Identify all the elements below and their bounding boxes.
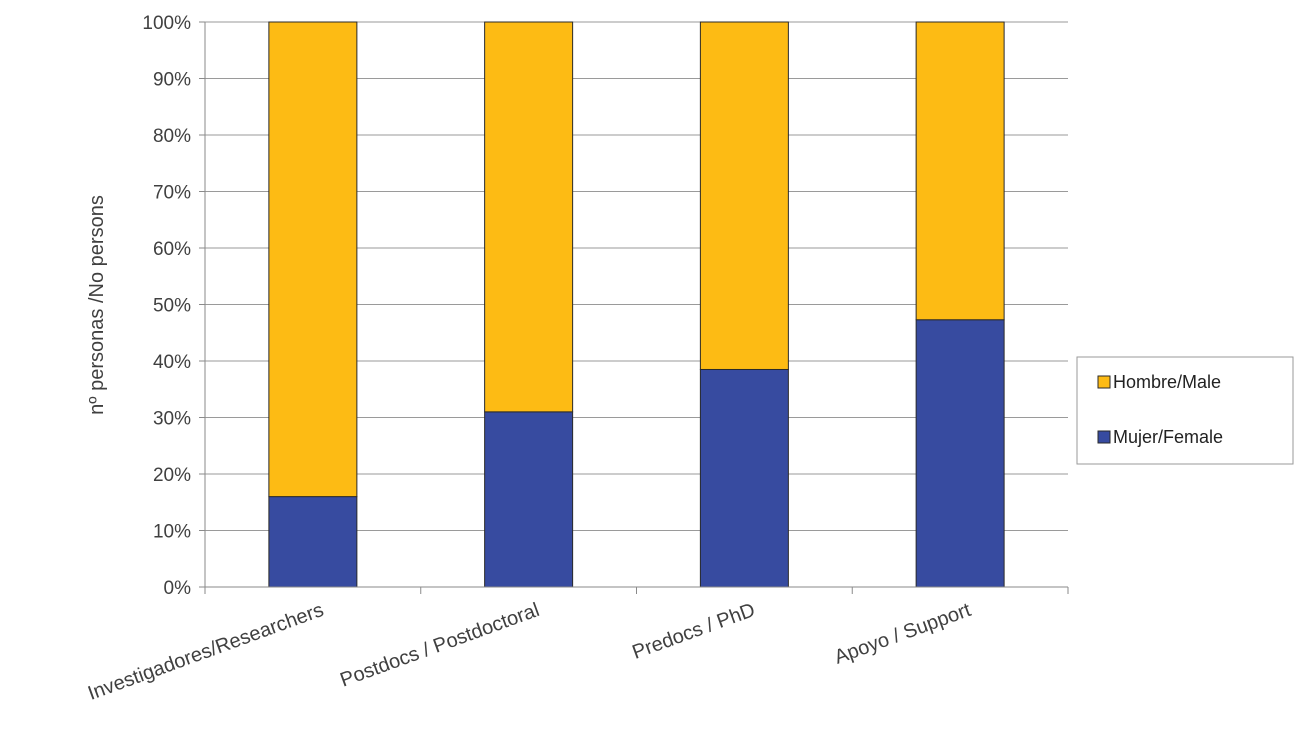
- legend: Hombre/Male Mujer/Female: [1076, 356, 1294, 465]
- legend-label: Mujer/Female: [1113, 427, 1223, 447]
- bar-mujer-female: [484, 411, 574, 588]
- y-tick-label: 40%: [153, 352, 191, 373]
- legend-swatch: [1097, 430, 1111, 444]
- x-category-label: Predocs / PhD: [629, 599, 758, 664]
- y-tick-label: 100%: [142, 13, 191, 34]
- bar-hombre-male: [915, 21, 1005, 321]
- bar-hombre-male: [699, 21, 789, 370]
- y-tick-label: 0%: [164, 578, 192, 599]
- y-tick-label: 50%: [153, 296, 191, 317]
- bar-mujer-female: [915, 319, 1005, 588]
- y-tick-label: 90%: [153, 70, 191, 91]
- x-category-label: Investigadores/Researchers: [85, 599, 327, 705]
- y-tick-label: 20%: [153, 465, 191, 486]
- legend-swatch: [1097, 375, 1111, 389]
- bar-mujer-female: [699, 368, 789, 588]
- bar-hombre-male: [268, 21, 358, 498]
- bar-mujer-female: [268, 496, 358, 588]
- y-tick-label: 30%: [153, 409, 191, 430]
- bar-hombre-male: [484, 21, 574, 413]
- y-tick-label: 70%: [153, 183, 191, 204]
- y-tick-label: 80%: [153, 126, 191, 147]
- legend-box: [1076, 356, 1294, 465]
- legend-label: Hombre/Male: [1113, 372, 1221, 392]
- y-tick-label: 60%: [153, 239, 191, 260]
- x-category-label: Postdocs / Postdoctoral: [337, 599, 542, 692]
- x-category-label: Apoyo / Support: [832, 599, 975, 669]
- y-tick-label: 10%: [153, 522, 191, 543]
- y-axis-title: nº personas /No persons: [86, 195, 108, 415]
